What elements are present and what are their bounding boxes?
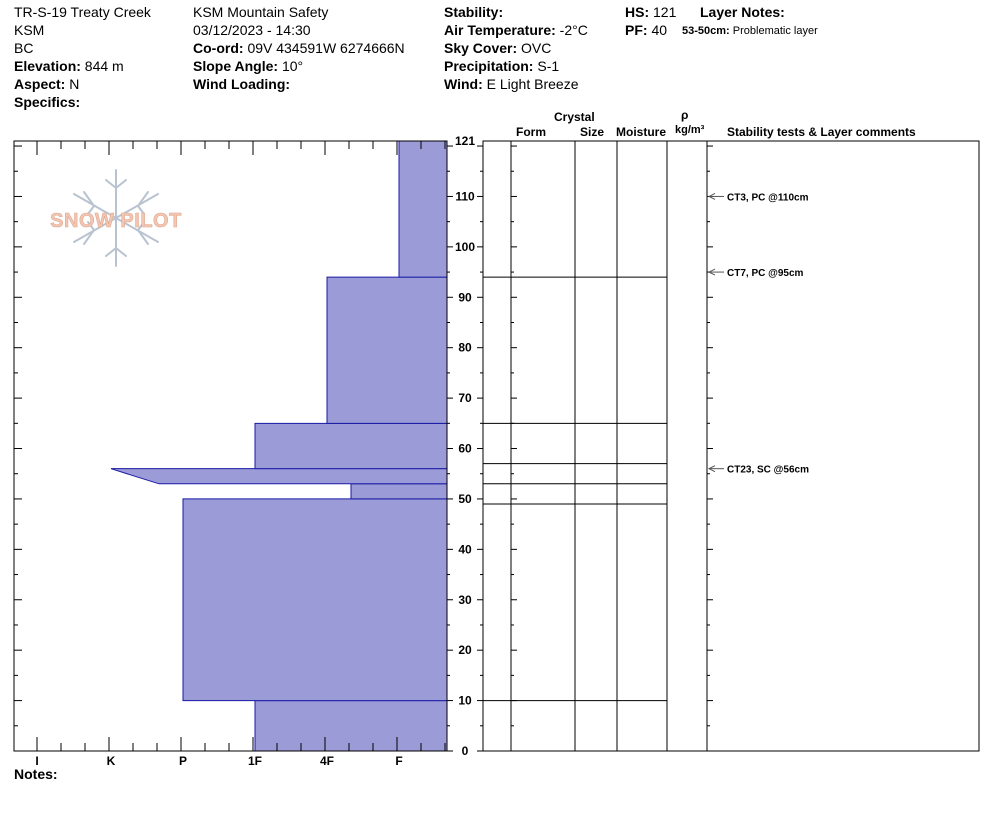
density-unit-header: kg/m³ bbox=[675, 124, 705, 136]
site-name: TR-S-19 Treaty Creek bbox=[14, 4, 151, 20]
stability-arrow-head-0 bbox=[707, 193, 716, 200]
air-temperature: Air Temperature: -2°C bbox=[444, 21, 588, 39]
specifics-label: Specifics: bbox=[14, 94, 81, 110]
moisture-header: Moisture bbox=[616, 125, 667, 139]
precipitation: Precipitation: S-1 bbox=[444, 57, 559, 75]
hardness-layer-5 bbox=[326, 276, 448, 424]
x-tick-label-P: P bbox=[179, 754, 187, 768]
x-tick-label-K: K bbox=[107, 754, 116, 768]
hardness-frame bbox=[13, 140, 448, 752]
x-tick-label-F: F bbox=[395, 754, 402, 768]
layer-note-depth: 53-50cm: bbox=[682, 25, 730, 37]
slope-label: Slope Angle: bbox=[193, 58, 279, 74]
stability-arrow-head-2 bbox=[707, 465, 716, 473]
hardness-layer-2 bbox=[350, 483, 448, 500]
hs-value: 121 bbox=[653, 4, 677, 20]
pf: PF: 40 bbox=[625, 21, 667, 39]
x-tick-label-1F: 1F bbox=[248, 754, 262, 768]
hs-label: HS: bbox=[625, 4, 650, 20]
wind-loading-label: Wind Loading: bbox=[193, 76, 291, 92]
elevation-value: 844 m bbox=[84, 58, 124, 74]
stability: Stability: bbox=[444, 3, 503, 21]
stability-label: Stability: bbox=[444, 4, 504, 20]
aspect: Aspect: N bbox=[14, 75, 79, 93]
aspect-label: Aspect: bbox=[14, 76, 66, 92]
y-tick-label-30: 30 bbox=[458, 593, 472, 607]
y-tick-label-90: 90 bbox=[458, 290, 472, 304]
air-temp-label: Air Temperature: bbox=[444, 22, 556, 38]
y-tick-label-10: 10 bbox=[458, 694, 472, 708]
hardness-layer-1 bbox=[182, 498, 448, 702]
y-tick-label-50: 50 bbox=[458, 492, 472, 506]
y-tick-label-110: 110 bbox=[455, 189, 475, 203]
y-tick-label-0: 0 bbox=[462, 744, 469, 758]
wind-value: E Light Breeze bbox=[486, 76, 579, 92]
stability-test-label-0: CT3, PC @110cm bbox=[727, 192, 809, 203]
region: BC bbox=[14, 40, 34, 56]
wind-label: Wind: bbox=[444, 76, 483, 92]
y-tick-label-60: 60 bbox=[458, 442, 472, 456]
layer-note-text: Problematic layer bbox=[732, 25, 818, 37]
wind-loading: Wind Loading: bbox=[193, 75, 290, 93]
hardness-layer-3 bbox=[110, 468, 448, 485]
elevation: Elevation: 844 m bbox=[14, 57, 124, 75]
stability-header: Stability tests & Layer comments bbox=[727, 125, 916, 139]
layer-note: 53-50cm: Problematic layer bbox=[682, 22, 818, 40]
stability-test-label-2: CT23, SC @56cm bbox=[727, 465, 809, 476]
rho-header: ρ bbox=[681, 108, 689, 122]
org-short: KSM bbox=[14, 22, 45, 38]
coord-value: 09V 434591W 6274666N bbox=[247, 40, 405, 56]
hardness-layer-4 bbox=[254, 422, 448, 470]
x-tick-label-I: I bbox=[35, 754, 38, 768]
precip-label: Precipitation: bbox=[444, 58, 534, 74]
aspect-value: N bbox=[69, 76, 80, 92]
organization: KSM Mountain Safety bbox=[193, 4, 329, 20]
pf-value: 40 bbox=[651, 22, 668, 38]
notes-label: Notes: bbox=[14, 766, 58, 782]
snowflake-icon bbox=[73, 169, 159, 267]
y-tick-label-70: 70 bbox=[458, 391, 472, 405]
layer-table-frame bbox=[482, 140, 980, 752]
sky-cover: Sky Cover: OVC bbox=[444, 39, 551, 57]
elevation-label: Elevation: bbox=[14, 58, 81, 74]
logo-text: SNOW PILOT bbox=[50, 210, 182, 232]
snow-pilot-logo: SNOW PILOT bbox=[50, 169, 182, 267]
y-tick-label-40: 40 bbox=[458, 542, 472, 556]
y-tick-label-80: 80 bbox=[458, 341, 472, 355]
y-tick-label-20: 20 bbox=[458, 643, 472, 657]
hardness-layer-0 bbox=[254, 700, 448, 752]
pf-label: PF: bbox=[625, 22, 648, 38]
y-tick-label-121: 121 bbox=[455, 134, 475, 148]
specifics: Specifics: bbox=[14, 93, 80, 111]
stability-arrow-head-1 bbox=[707, 268, 716, 276]
sky-label: Sky Cover: bbox=[444, 40, 518, 56]
x-tick-label-4F: 4F bbox=[320, 754, 334, 768]
date-time: 03/12/2023 - 14:30 bbox=[193, 22, 311, 38]
precip-value: S-1 bbox=[537, 58, 560, 74]
slope-angle: Slope Angle: 10° bbox=[193, 57, 303, 75]
hs: HS: 121 bbox=[625, 3, 676, 21]
hardness-layer-6 bbox=[398, 140, 448, 278]
y-tick-label-100: 100 bbox=[455, 240, 475, 254]
form-header: Form bbox=[516, 125, 546, 139]
air-temp-value: -2°C bbox=[559, 22, 588, 38]
slope-value: 10° bbox=[281, 58, 304, 74]
coord-label: Co-ord: bbox=[193, 40, 244, 56]
sky-value: OVC bbox=[521, 40, 552, 56]
layer-notes-label: Layer Notes: bbox=[700, 4, 785, 20]
size-header: Size bbox=[580, 125, 605, 139]
layer-notes: Layer Notes: bbox=[700, 3, 785, 21]
stability-test-label-1: CT7, PC @95cm bbox=[727, 268, 804, 279]
wind: Wind: E Light Breeze bbox=[444, 75, 578, 93]
crystal-header: Crystal bbox=[554, 110, 595, 124]
coordinates: Co-ord: 09V 434591W 6274666N bbox=[193, 39, 405, 57]
